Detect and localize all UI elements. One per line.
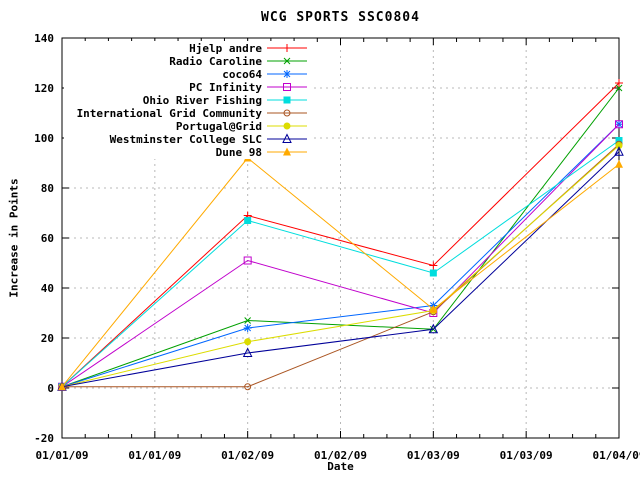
y-tick-label: 0 xyxy=(47,382,54,395)
series-ohio-river-fishing xyxy=(58,137,623,391)
legend-item-pc-infinity: PC Infinity xyxy=(189,81,307,94)
y-tick-label: 120 xyxy=(34,82,54,95)
x-tick-label: 01/04/09 xyxy=(593,449,640,462)
legend-label: Radio Caroline xyxy=(169,55,262,68)
x-tick-labels: 01/01/09 01/01/09 01/02/09 01/02/09 01/03/09… xyxy=(36,449,640,462)
legend-item-ohio-river-fishing: Ohio River Fishing xyxy=(143,94,307,107)
chart-title: WCG SPORTS SSC0804 xyxy=(261,10,420,25)
y-tick-label: 20 xyxy=(41,332,54,345)
x-tick-label: 01/02/09 xyxy=(221,449,274,462)
legend-label: coco64 xyxy=(222,68,262,81)
y-tick-label: 140 xyxy=(34,32,54,45)
y-tick-label: 60 xyxy=(41,232,54,245)
legend-item-hjelp-andre: Hjelp andre xyxy=(189,42,307,55)
legend-label: Westminster College SLC xyxy=(110,133,262,146)
legend-label: Hjelp andre xyxy=(189,42,262,55)
x-axis-label: Date xyxy=(327,460,354,473)
y-tick-label: 80 xyxy=(41,182,54,195)
legend-item-westminster-college-slc: Westminster College SLC xyxy=(110,133,307,146)
y-tick-label: -20 xyxy=(34,432,54,445)
axis-ticks xyxy=(61,37,620,439)
series-dune-98 xyxy=(58,153,623,391)
legend-label: Ohio River Fishing xyxy=(143,94,262,107)
legend-label: International Grid Community xyxy=(77,107,263,120)
legend-item-radio-caroline: Radio Caroline xyxy=(169,55,307,68)
legend-item-dune-98: Dune 98 xyxy=(216,146,307,159)
x-tick-label: 01/02/09 xyxy=(314,449,367,462)
x-tick-label: 01/01/09 xyxy=(36,449,89,462)
y-tick-label: 40 xyxy=(41,282,54,295)
y-tick-label: 100 xyxy=(34,132,54,145)
x-tick-label: 01/03/09 xyxy=(500,449,553,462)
x-tick-label: 01/01/09 xyxy=(128,449,181,462)
legend-label: Portugal@Grid xyxy=(176,120,262,133)
legend-item-portugal-grid: Portugal@Grid xyxy=(176,120,307,133)
y-tick-labels: -20 0 20 40 60 80 100 120 140 xyxy=(34,32,54,445)
legend-label: PC Infinity xyxy=(189,81,262,94)
x-tick-label: 01/03/09 xyxy=(407,449,460,462)
legend-item-coco64: coco64 xyxy=(222,68,307,81)
legend-item-international-grid-community: International Grid Community xyxy=(77,107,307,120)
legend-label: Dune 98 xyxy=(216,146,262,159)
series-international-grid-community xyxy=(58,140,623,391)
